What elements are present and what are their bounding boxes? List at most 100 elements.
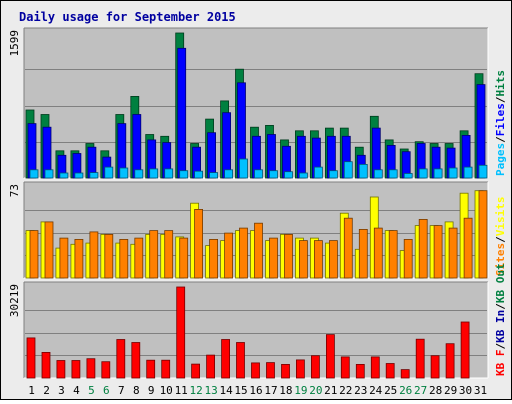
bar-kb-f-day-30: [460, 321, 470, 379]
bar-sites-day-29: [448, 227, 458, 279]
bar-sites-day-28: [433, 225, 443, 279]
bar-sites-day-25: [388, 230, 398, 279]
bar-sites-day-7: [119, 238, 129, 279]
bar-pages-day-18: [284, 171, 293, 179]
bar-pages-day-27: [418, 168, 428, 179]
bar-pages-day-22: [343, 161, 353, 179]
bar-kb-f-day-20: [310, 355, 320, 379]
bar-kb-f-day-2: [41, 351, 51, 379]
bar-sites-day-16: [254, 222, 263, 279]
bar-files-day-8: [132, 114, 142, 179]
bar-sites-day-11: [179, 237, 189, 279]
bar-kb-f-day-1: [26, 337, 36, 379]
bar-sites-day-9: [149, 230, 159, 279]
bar-pages-day-11: [179, 170, 189, 179]
panel-legend: Sites/Visits: [494, 197, 507, 277]
x-tick-label-day-26: 26: [399, 384, 412, 397]
bar-sites-day-20: [313, 240, 323, 279]
bar-pages-day-31: [478, 164, 488, 179]
bar-pages-day-2: [44, 169, 54, 179]
legend-separator: /: [494, 303, 507, 310]
panel-max-label: 1599: [8, 30, 21, 57]
x-tick-label-day-8: 8: [133, 384, 140, 397]
bar-pages-day-29: [448, 167, 458, 179]
bar-sites-day-22: [343, 217, 353, 279]
legend-pages: Pages: [494, 143, 507, 176]
bar-sites-day-3: [59, 237, 69, 279]
bar-pages-day-25: [388, 169, 398, 179]
bar-kb-f-day-29: [445, 343, 455, 379]
bar-kb-f-day-14: [221, 339, 231, 379]
bar-kb-f-day-18: [281, 363, 290, 379]
x-tick-label-day-1: 1: [28, 384, 35, 397]
bar-kb-f-day-6: [101, 361, 111, 379]
x-tick-label-day-6: 6: [103, 384, 110, 397]
bar-pages-day-28: [433, 168, 443, 179]
bar-kb-f-day-8: [131, 342, 141, 379]
bar-pages-day-19: [298, 172, 308, 179]
panel-background: [24, 282, 488, 378]
x-tick-label-day-13: 13: [204, 384, 217, 397]
legend-kb-in: KB In: [494, 310, 507, 343]
bar-sites-day-17: [269, 237, 278, 279]
bar-kb-f-day-21: [325, 334, 335, 379]
x-tick-label-day-16: 16: [249, 384, 262, 397]
bar-kb-f-day-25: [385, 363, 395, 379]
bar-kb-f-day-15: [236, 342, 245, 379]
x-tick-label-day-20: 20: [309, 384, 322, 397]
bar-files-day-14: [222, 112, 232, 179]
legend-separator: /: [494, 343, 507, 350]
bar-kb-f-day-22: [340, 356, 350, 379]
bar-sites-day-14: [224, 232, 234, 279]
x-tick-label-day-14: 14: [219, 384, 233, 397]
bar-kb-f-day-3: [56, 360, 66, 379]
bar-pages-day-1: [29, 169, 39, 179]
bar-pages-day-16: [254, 169, 263, 179]
legend-hits: Hits: [494, 70, 507, 97]
bar-files-day-13: [207, 132, 217, 179]
bar-kb-f-day-5: [86, 358, 96, 379]
legend-separator: /: [494, 136, 507, 143]
legend-kb-f: KB F: [494, 350, 507, 377]
x-tick-label-day-18: 18: [279, 384, 292, 397]
bar-pages-day-24: [373, 169, 383, 179]
panel-legend: Pages/Files/Hits: [494, 70, 507, 176]
bar-pages-day-5: [89, 172, 99, 179]
x-tick-label-day-24: 24: [369, 384, 383, 397]
bar-kb-f-day-13: [206, 354, 216, 379]
bar-sites-day-18: [284, 233, 293, 279]
bar-kb-f-day-26: [400, 369, 410, 379]
x-tick-label-day-30: 30: [459, 384, 472, 397]
bar-pages-day-30: [463, 166, 473, 179]
legend-kb-out: KB Out: [494, 263, 507, 303]
x-tick-label-day-17: 17: [264, 384, 277, 397]
bar-sites-day-4: [74, 238, 84, 279]
x-tick-label-day-31: 31: [474, 384, 487, 397]
bar-kb-f-day-7: [116, 339, 126, 379]
bar-sites-day-15: [239, 227, 248, 279]
bar-pages-day-17: [269, 170, 278, 179]
bar-pages-day-7: [119, 167, 129, 179]
bar-pages-day-8: [134, 169, 144, 179]
x-tick-label-day-10: 10: [160, 384, 173, 397]
bar-sites-day-27: [418, 218, 428, 279]
x-tick-label-day-7: 7: [118, 384, 125, 397]
bar-kb-f-day-24: [370, 356, 380, 379]
x-tick-label-day-4: 4: [73, 384, 80, 397]
bar-kb-f-day-10: [161, 359, 171, 379]
bar-pages-day-26: [403, 173, 413, 179]
legend-sites: Sites: [494, 243, 507, 276]
bar-sites-day-13: [209, 238, 219, 279]
x-tick-label-day-3: 3: [58, 384, 65, 397]
x-tick-label-day-23: 23: [354, 384, 367, 397]
bar-sites-day-12: [194, 208, 204, 279]
panel-visits-sites: 73 Sites/Visits: [8, 181, 507, 279]
legend-files: Files: [494, 103, 507, 136]
bar-pages-day-13: [209, 172, 219, 179]
bar-sites-day-23: [358, 228, 368, 279]
x-tick-label-day-19: 19: [294, 384, 307, 397]
